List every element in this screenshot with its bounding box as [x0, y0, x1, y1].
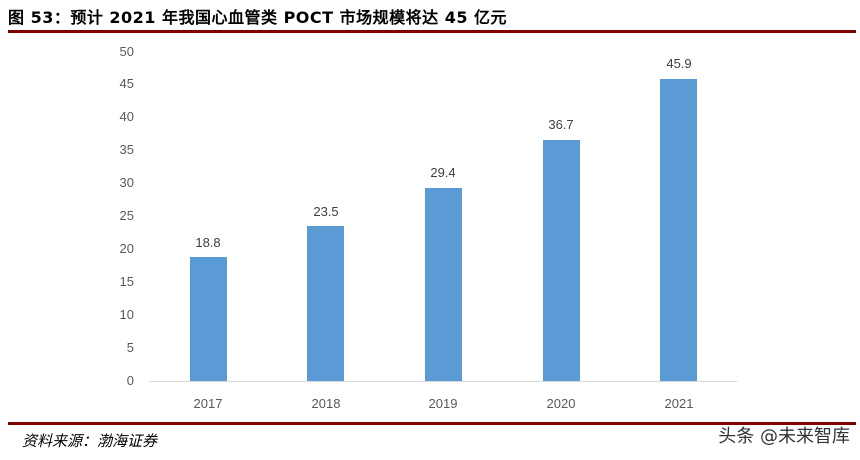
bar-2019 — [425, 188, 462, 381]
y-tick: 15 — [119, 274, 134, 289]
source-rule — [8, 422, 856, 425]
bar-2021 — [660, 79, 697, 381]
y-tick: 40 — [119, 109, 134, 124]
y-tick: 20 — [119, 241, 134, 256]
x-tick: 2020 — [546, 396, 576, 411]
bar-value-label: 23.5 — [313, 204, 339, 219]
y-tick: 30 — [119, 175, 134, 190]
source-note: 资料来源：渤海证券 — [22, 432, 158, 450]
x-tick: 2017 — [193, 396, 223, 411]
watermark: 头条 @未来智库 — [718, 426, 850, 447]
y-tick: 50 — [119, 44, 134, 59]
y-tick: 35 — [119, 142, 134, 157]
y-tick: 5 — [126, 340, 134, 355]
x-tick: 2019 — [428, 396, 458, 411]
bar-2017 — [190, 257, 227, 381]
bar-value-label: 45.9 — [666, 56, 692, 71]
bar-value-label: 36.7 — [548, 117, 574, 132]
x-tick: 2021 — [664, 396, 694, 411]
bar-2020 — [543, 140, 580, 381]
y-tick: 0 — [126, 373, 134, 388]
x-tick: 2018 — [311, 396, 341, 411]
x-axis-line — [149, 381, 737, 382]
y-tick: 25 — [119, 208, 134, 223]
bar-value-label: 29.4 — [430, 165, 456, 180]
chart-title: 图 53：预计 2021 年我国心血管类 POCT 市场规模将达 45 亿元 — [8, 8, 508, 27]
bar-2018 — [307, 226, 344, 381]
y-tick: 10 — [119, 307, 134, 322]
y-tick: 45 — [119, 76, 134, 91]
title-rule — [8, 30, 856, 33]
bar-value-label: 18.8 — [195, 235, 221, 250]
